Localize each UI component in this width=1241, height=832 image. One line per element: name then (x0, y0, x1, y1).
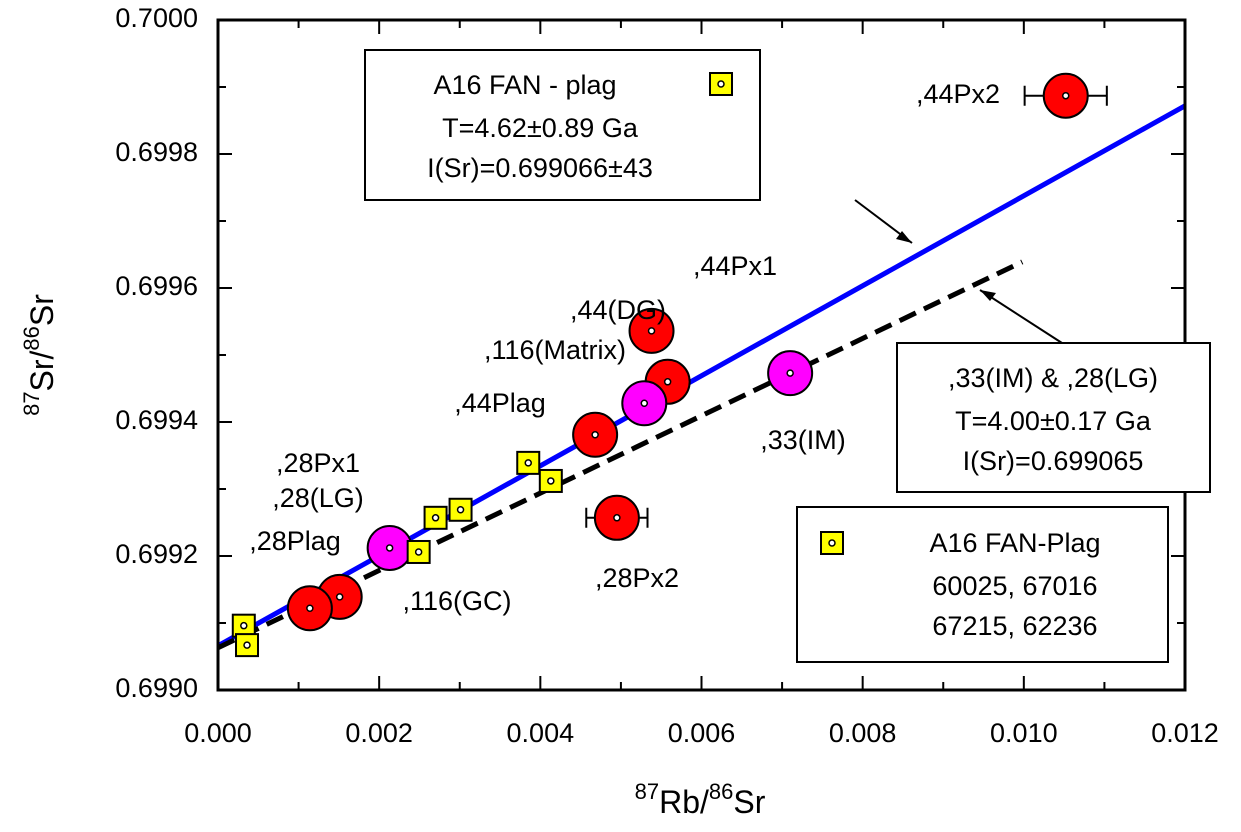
point-center (385, 544, 394, 552)
x-tick-label: 0.006 (668, 718, 736, 748)
point-label: ,116(GC) (402, 586, 511, 616)
legend-text: 67215, 62236 (932, 611, 1097, 641)
label-part: Sr (24, 294, 60, 326)
point-label: ,28Px2 (595, 563, 679, 593)
x-tick-label: 0.004 (507, 718, 575, 748)
point (231, 613, 256, 638)
y-tick-label: 0.6996 (115, 271, 198, 301)
arrow (979, 289, 1063, 344)
point (406, 539, 431, 564)
point-center (663, 378, 672, 386)
box-text: I(Sr)=0.699065 (963, 446, 1144, 476)
legend-marker (820, 531, 844, 555)
point (448, 497, 473, 522)
point-center (243, 641, 251, 649)
point-center (240, 621, 248, 630)
point (621, 380, 668, 427)
x-tick-label: 0.008 (829, 718, 897, 748)
point (286, 585, 333, 632)
point-label: ,44(DG) (570, 295, 666, 325)
box-marker (709, 72, 733, 96)
point-center (640, 399, 649, 407)
point-center (786, 369, 794, 377)
ticks: 0.000 0.002 0.004 0.006 0.008 0.010 0.012 0.699… (115, 3, 1218, 748)
point-center (613, 514, 621, 522)
point-label: ,28(LG) (272, 483, 364, 513)
box-text: A16 FAN - plag (433, 70, 616, 100)
isochron-box (364, 49, 761, 201)
y-tick-label: 0.6992 (115, 539, 198, 569)
point (572, 411, 619, 458)
arrow-head (896, 231, 912, 243)
x-axis-label: 87Rb/86Sr (635, 779, 766, 821)
superscript: 86 (19, 326, 44, 350)
legend-entry: A16 FAN-Plag (929, 528, 1100, 558)
box-text: I(Sr)=0.699066±43 (427, 153, 653, 183)
y-axis-label: 87Sr/86Sr (19, 294, 61, 416)
arrow-head (980, 290, 996, 301)
point-center (591, 430, 599, 439)
x-tick-label: 0.000 (184, 718, 252, 748)
point-center (335, 593, 344, 601)
point (423, 505, 448, 530)
point-center (414, 548, 423, 556)
legend-text: 60025, 67016 (932, 571, 1097, 601)
point-label: ,28Px1 (276, 448, 360, 478)
x-tick-label: 0.002 (345, 718, 413, 748)
box-text: ,33(IM) & ,28(LG) (948, 363, 1158, 393)
y-tick-label: 0.6994 (115, 405, 198, 435)
point (628, 307, 675, 354)
point (516, 450, 541, 475)
y-tick-label: 0.7000 (115, 3, 198, 33)
point-label: ,116(Matrix) (484, 335, 626, 365)
point-center (1061, 91, 1070, 100)
point (538, 468, 563, 493)
point-center (306, 604, 314, 613)
point-center (524, 459, 532, 467)
label-part: Sr (733, 784, 765, 820)
point (366, 524, 413, 571)
point (235, 633, 260, 658)
x-tick-label: 0.010 (990, 718, 1058, 748)
isochron-box (896, 342, 1211, 493)
x-tick-label: 0.012 (1151, 718, 1219, 748)
point (767, 350, 814, 397)
point-center (647, 327, 656, 335)
point (1042, 72, 1089, 119)
box-text: T=4.00±0.17 Ga (955, 406, 1152, 436)
point-label: ,44Px2 (916, 79, 1000, 109)
y-tick-label: 0.6990 (115, 673, 198, 703)
points (231, 72, 1108, 658)
point-label: ,44Plag (454, 388, 546, 418)
superscript: 87 (635, 779, 659, 804)
box-text: T=4.62±0.89 Ga (442, 113, 639, 143)
point (593, 494, 640, 541)
superscript: 87 (19, 391, 44, 415)
point-center (547, 477, 555, 485)
point-label: ,33(IM) (760, 425, 846, 455)
point-center (456, 506, 465, 514)
point-label: ,44Px1 (693, 251, 777, 281)
point-label: ,28Plag (249, 526, 341, 556)
y-tick-label: 0.6998 (115, 137, 198, 167)
superscript: 86 (709, 779, 733, 804)
label-part: Rb/ (659, 784, 709, 820)
legend (796, 506, 1169, 663)
point-center (431, 514, 440, 522)
label-part: Sr/ (24, 350, 60, 391)
